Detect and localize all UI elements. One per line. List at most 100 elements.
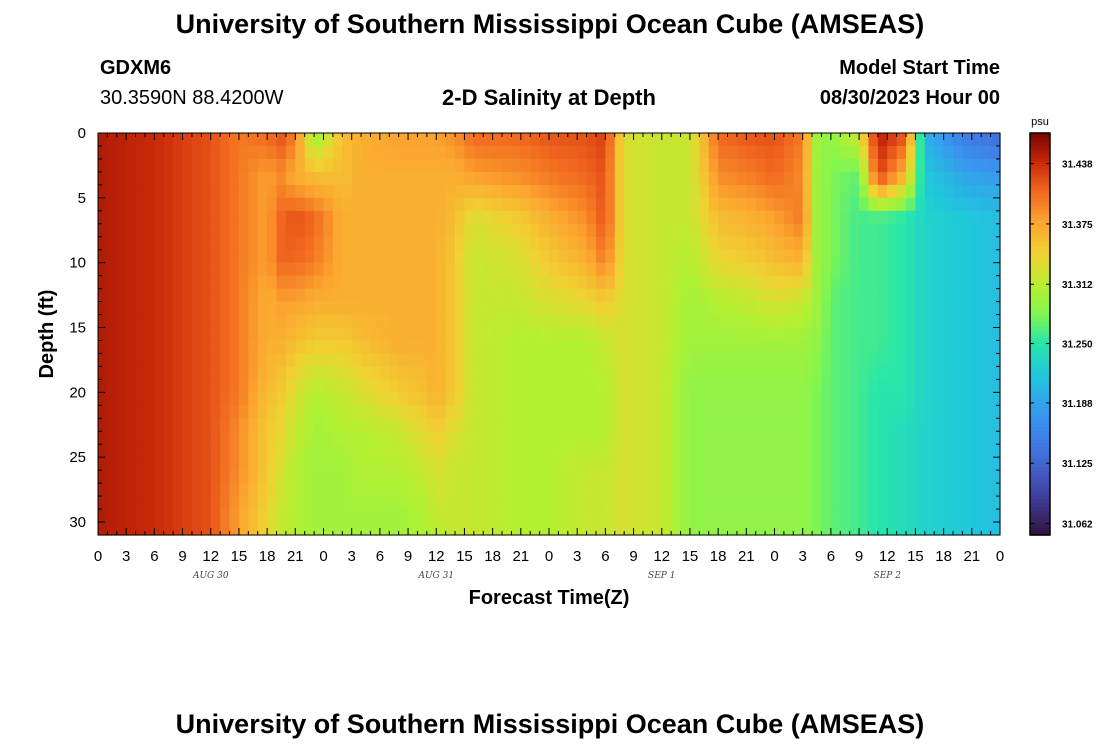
- heatmap-cell: [971, 379, 982, 393]
- heatmap-cell: [727, 379, 738, 393]
- heatmap-cell: [351, 301, 362, 316]
- heatmap-cell: [915, 197, 926, 212]
- heatmap-cell: [98, 496, 108, 510]
- heatmap-cell: [830, 353, 841, 368]
- heatmap-cell: [398, 184, 409, 199]
- heatmap-cell: [116, 275, 127, 290]
- heatmap-cell: [755, 366, 766, 380]
- heatmap-cell: [248, 236, 259, 251]
- heatmap-cell: [906, 327, 917, 342]
- heatmap-cell: [201, 301, 212, 316]
- heatmap-cell: [295, 496, 306, 510]
- heatmap-cell: [238, 353, 249, 368]
- heatmap-cell: [614, 509, 625, 523]
- heatmap-cell: [361, 249, 372, 264]
- heatmap-cell: [849, 431, 860, 445]
- heatmap-cell: [661, 457, 672, 471]
- heatmap-cell: [793, 379, 804, 393]
- heatmap-cell: [849, 392, 860, 406]
- heatmap-cell: [906, 301, 917, 316]
- heatmap-cell: [887, 236, 898, 251]
- heatmap-cell: [473, 314, 484, 329]
- heatmap-cell: [107, 470, 118, 484]
- heatmap-cell: [614, 223, 625, 238]
- heatmap-cell: [464, 262, 475, 277]
- heatmap-cell: [455, 171, 466, 186]
- heatmap-cell: [464, 288, 475, 303]
- heatmap-cell: [417, 288, 428, 303]
- heatmap-cell: [586, 288, 597, 303]
- heatmap-cell: [220, 444, 231, 458]
- heatmap-cell: [107, 366, 118, 380]
- heatmap-cell: [295, 470, 306, 484]
- heatmap-cell: [520, 366, 531, 380]
- heatmap-cell: [295, 314, 306, 329]
- heatmap-cell: [191, 418, 202, 432]
- heatmap-cell: [981, 522, 992, 536]
- heatmap-cell: [924, 275, 935, 290]
- heatmap-cell: [624, 444, 635, 458]
- heatmap-cell: [323, 210, 334, 225]
- heatmap-cell: [295, 171, 306, 186]
- heatmap-cell: [229, 470, 240, 484]
- heatmap-cell: [812, 236, 823, 251]
- heatmap-cell: [746, 444, 757, 458]
- heatmap-cell: [229, 340, 240, 355]
- heatmap-cell: [821, 496, 832, 510]
- heatmap-cell: [116, 314, 127, 329]
- heatmap-cell: [699, 340, 710, 355]
- heatmap-cell: [953, 262, 964, 277]
- heatmap-cell: [332, 184, 343, 199]
- heatmap-cell: [830, 327, 841, 342]
- heatmap-cell: [295, 133, 306, 147]
- heatmap-cell: [718, 197, 729, 212]
- heatmap-cell: [680, 431, 691, 445]
- heatmap-cell: [549, 366, 559, 380]
- heatmap-cell: [276, 133, 287, 147]
- heatmap-cell: [483, 236, 494, 251]
- colorbar-segment: [1030, 406, 1050, 411]
- heatmap-cell: [144, 379, 155, 393]
- heatmap-cell: [332, 457, 343, 471]
- heatmap-cell: [483, 496, 494, 510]
- heatmap-cell: [633, 314, 644, 329]
- heatmap-cell: [774, 145, 785, 160]
- heatmap-cell: [361, 431, 372, 445]
- heatmap-cell: [699, 249, 710, 264]
- heatmap-cell: [689, 470, 700, 484]
- heatmap-cell: [915, 133, 926, 147]
- heatmap-cell: [821, 133, 832, 147]
- heatmap-cell: [483, 262, 494, 277]
- heatmap-cell: [736, 366, 747, 380]
- heatmap-cell: [323, 275, 334, 290]
- heatmap-cell: [191, 340, 202, 355]
- heatmap-cell: [981, 301, 992, 316]
- heatmap-cell: [182, 288, 193, 303]
- heatmap-cell: [943, 275, 954, 290]
- heatmap-cell: [304, 197, 315, 212]
- heatmap-cell: [633, 457, 644, 471]
- heatmap-cell: [567, 470, 578, 484]
- heatmap-cell: [389, 327, 400, 342]
- heatmap-cell: [135, 314, 146, 329]
- heatmap-cell: [473, 522, 484, 536]
- heatmap-cell: [680, 314, 691, 329]
- heatmap-cell: [567, 249, 578, 264]
- heatmap-cell: [511, 249, 522, 264]
- heatmap-cell: [295, 392, 306, 406]
- heatmap-cell: [539, 418, 550, 432]
- heatmap-cell: [473, 470, 484, 484]
- heatmap-cell: [361, 197, 372, 212]
- heatmap-cell: [229, 483, 240, 497]
- heatmap-cell: [116, 496, 127, 510]
- heatmap-cell: [671, 509, 682, 523]
- heatmap-cell: [361, 223, 372, 238]
- heatmap-cell: [285, 184, 296, 199]
- heatmap-cell: [680, 483, 691, 497]
- heatmap-cell: [633, 392, 644, 406]
- heatmap-cell: [220, 249, 231, 264]
- heatmap-cell: [793, 509, 804, 523]
- heatmap-cell: [624, 171, 635, 186]
- heatmap-cell: [624, 262, 635, 277]
- heatmap-cell: [304, 301, 315, 316]
